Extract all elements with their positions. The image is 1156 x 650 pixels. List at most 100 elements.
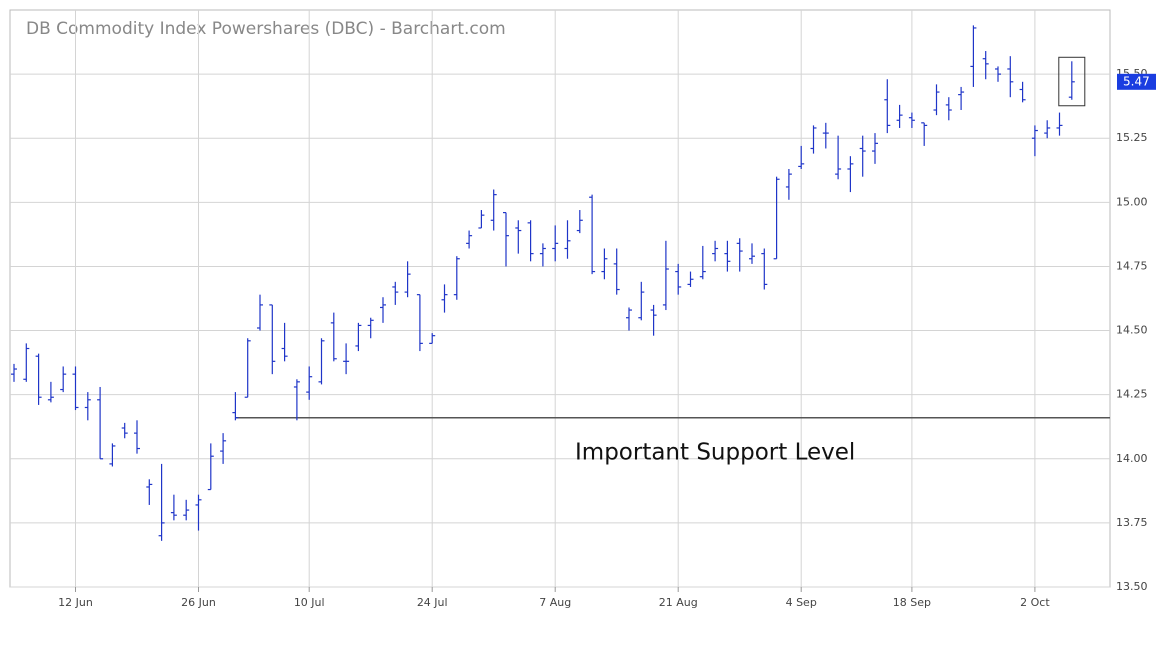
ohlc-bar — [822, 122, 829, 149]
ohlc-bar — [367, 317, 374, 339]
ohlc-bar — [773, 176, 780, 260]
ohlc-bar — [650, 304, 657, 336]
price-label: 5.47 — [1123, 74, 1150, 88]
ohlc-bar — [1056, 112, 1063, 136]
x-tick-label: 21 Aug — [659, 596, 698, 609]
ohlc-bar — [601, 248, 608, 280]
ohlc-bar — [392, 281, 399, 305]
ohlc-bar — [453, 256, 460, 300]
ohlc-bar — [515, 220, 522, 254]
ohlc-bar — [835, 135, 842, 180]
ohlc-bar — [343, 343, 350, 375]
ohlc-bar — [761, 248, 768, 290]
ohlc-bar — [785, 168, 792, 200]
y-tick-label: 15.00 — [1116, 195, 1148, 208]
ohlc-bar — [945, 97, 952, 121]
x-tick-label: 2 Oct — [1020, 596, 1050, 609]
ohlc-bar — [121, 422, 128, 439]
ohlc-bar — [478, 210, 485, 229]
ohlc-bar — [798, 145, 805, 169]
ohlc-bar — [109, 443, 116, 467]
ohlc-bar — [23, 343, 30, 382]
ohlc-bar — [908, 112, 915, 128]
ohlc-bar — [207, 443, 214, 491]
ohlc-bar — [318, 338, 325, 385]
ohlc-bar — [749, 243, 755, 264]
current-bar-box — [1058, 56, 1086, 107]
ohlc-bar — [293, 379, 300, 421]
ohlc-bar — [183, 499, 190, 521]
x-tick-label: 26 Jun — [181, 596, 216, 609]
ohlc-bar — [736, 238, 743, 272]
price-label-bg — [1117, 73, 1156, 90]
ohlc-bar — [933, 84, 940, 116]
ohlc-bar — [1044, 120, 1051, 139]
ohlc-bar — [441, 284, 448, 313]
ohlc-bar — [220, 433, 227, 464]
ohlc-bar — [859, 135, 866, 177]
x-tick-label: 12 Jun — [58, 596, 93, 609]
ohlc-bar — [896, 104, 903, 128]
y-tick-label: 15.25 — [1116, 131, 1148, 144]
ohlc-bar — [724, 240, 731, 272]
ohlc-bar — [1068, 61, 1075, 100]
y-tick-label: 13.75 — [1116, 516, 1148, 529]
x-tick-label: 10 Jul — [294, 596, 325, 609]
ohlc-bar — [429, 333, 436, 344]
ohlc-bar — [970, 25, 977, 87]
ohlc-bar — [84, 392, 91, 421]
ohlc-bar — [699, 245, 706, 280]
ohlc-bar — [675, 263, 682, 295]
ohlc-bar — [257, 294, 263, 331]
ohlc-bar — [884, 79, 891, 134]
ohlc-bar — [995, 66, 1001, 82]
x-tick-label: 18 Sep — [893, 596, 931, 609]
ohlc-bar — [552, 225, 559, 262]
ohlc-bar — [466, 230, 473, 249]
ohlc-bar — [638, 281, 645, 321]
y-tick-label: 14.25 — [1116, 388, 1148, 401]
ohlc-bar — [872, 133, 878, 164]
ohlc-bar — [72, 366, 79, 411]
ohlc-bar — [576, 210, 583, 234]
y-tick-label: 14.50 — [1116, 324, 1148, 337]
ohlc-bar — [232, 392, 239, 421]
ohlc-bar — [613, 248, 620, 295]
ohlc-bar — [503, 211, 509, 267]
y-tick-label: 14.75 — [1116, 259, 1148, 272]
ohlc-bar — [958, 86, 965, 111]
ohlc-bar — [35, 353, 42, 405]
ohlc-bar — [355, 322, 362, 352]
x-tick-label: 24 Jul — [417, 596, 448, 609]
ohlc-bar — [269, 304, 276, 375]
ohlc-bar — [539, 243, 546, 267]
ohlc-bar — [810, 125, 817, 154]
ohlc-bar — [847, 156, 854, 193]
ohlc-bar — [195, 494, 202, 531]
ohlc-bar — [134, 420, 140, 454]
ohlc-bar — [158, 463, 165, 541]
ohlc-bar — [564, 220, 571, 259]
ohlc-bar — [146, 479, 153, 505]
ohlc-bar — [527, 220, 534, 262]
ohlc-bar — [416, 294, 423, 352]
ohlc-bar — [490, 189, 497, 231]
ohlc-bar — [11, 363, 17, 382]
chart-title: DB Commodity Index Powershares (DBC) - B… — [26, 19, 506, 39]
y-tick-label: 14.00 — [1116, 452, 1148, 465]
ohlc-bar — [60, 366, 67, 393]
ohlc-bar — [380, 297, 386, 323]
ohlc-bar — [1007, 56, 1014, 98]
ohlc-bar — [982, 51, 989, 80]
ohlc-bar — [662, 240, 669, 311]
y-tick-label: 13.50 — [1116, 580, 1148, 593]
ohlc-bar — [921, 122, 928, 146]
ohlc-bar — [306, 366, 313, 400]
ohlc-bar — [1031, 125, 1038, 157]
ohlc-bar — [170, 494, 177, 521]
x-tick-label: 4 Sep — [786, 596, 817, 609]
ohlc-bar — [626, 307, 632, 331]
ohlc-bar — [281, 322, 288, 362]
ohlc-bar — [330, 312, 337, 362]
